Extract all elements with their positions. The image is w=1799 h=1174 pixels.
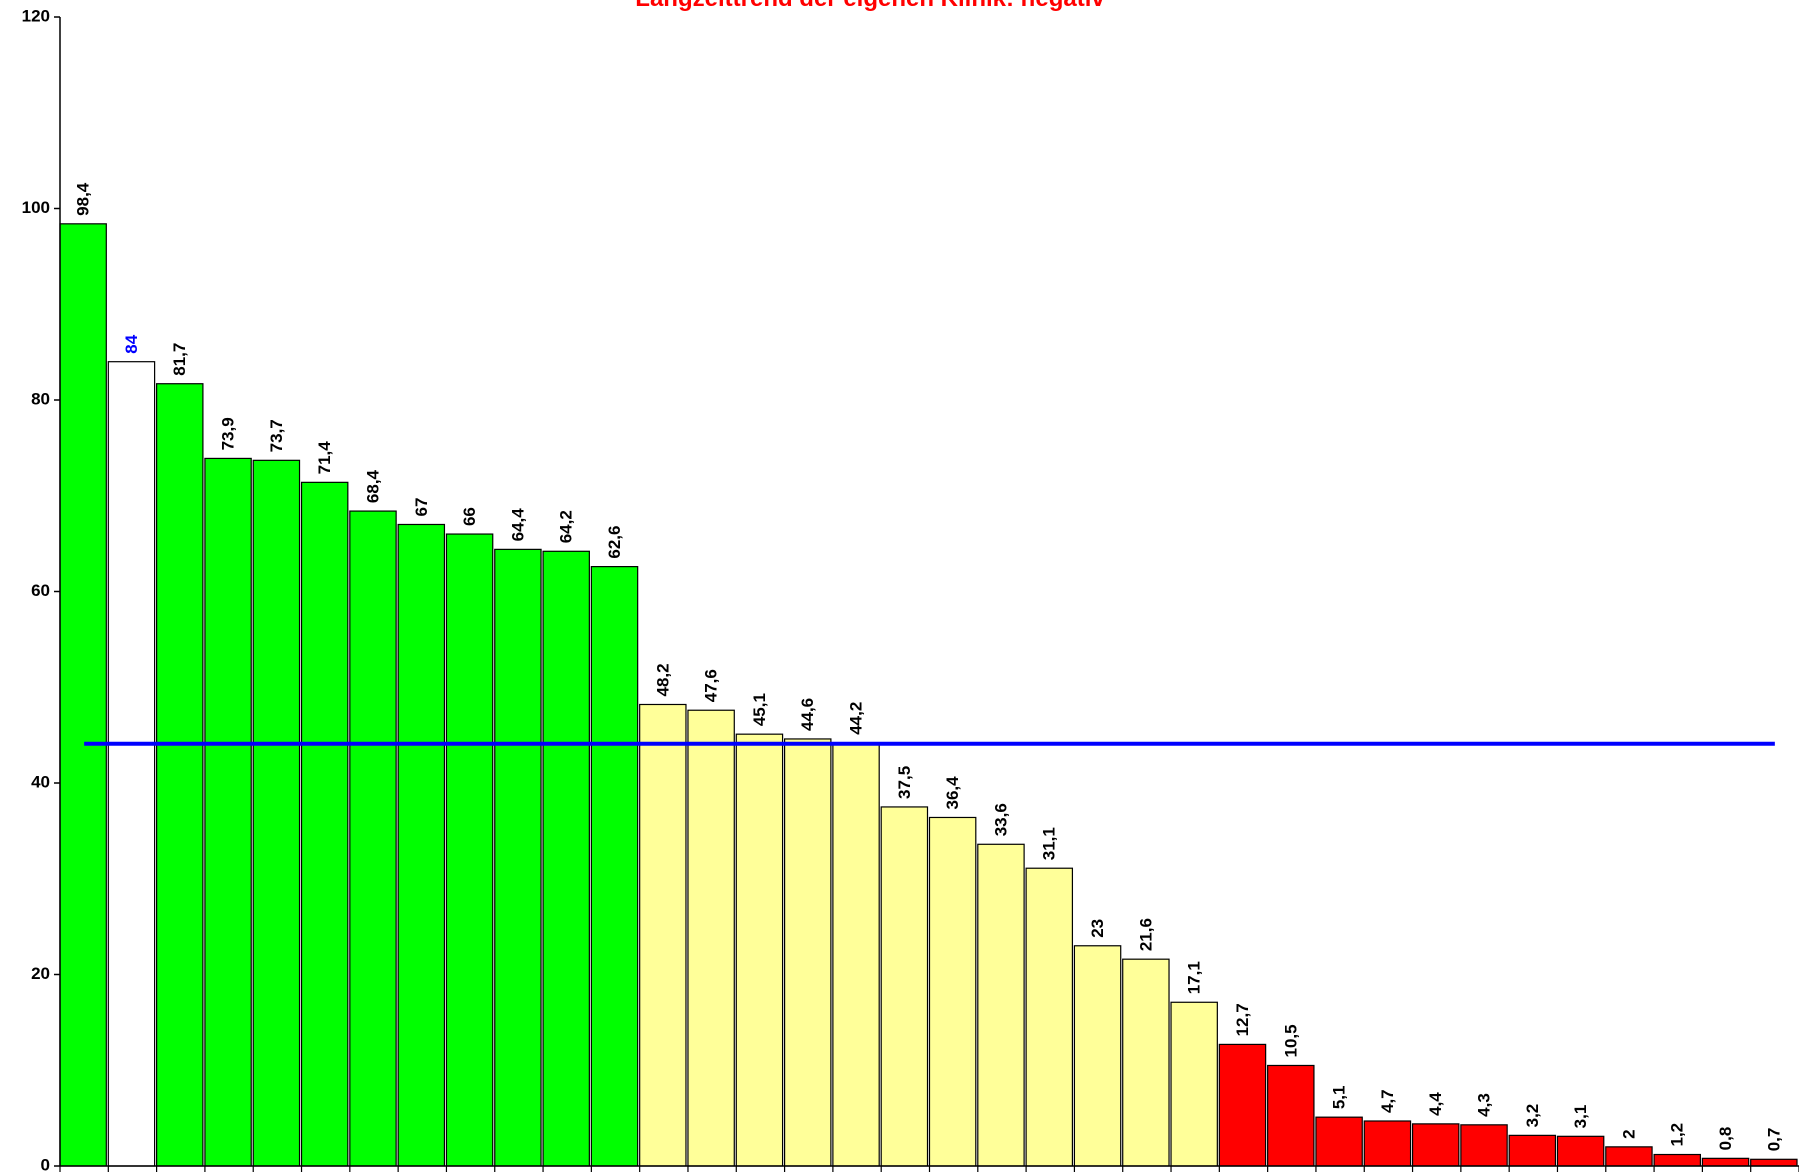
bar bbox=[204, 457, 252, 1167]
value-label: 73,9 bbox=[219, 417, 238, 450]
bar bbox=[252, 459, 301, 1167]
value-label: 0,7 bbox=[1764, 1128, 1783, 1152]
value-label: 73,7 bbox=[267, 419, 286, 452]
bar bbox=[1411, 1123, 1460, 1167]
value-label: 84 bbox=[122, 334, 141, 353]
y-tick-label: 40 bbox=[31, 772, 50, 791]
y-tick-label: 100 bbox=[22, 198, 50, 217]
value-label: 4,7 bbox=[1378, 1089, 1397, 1113]
bar bbox=[1315, 1116, 1363, 1167]
bar bbox=[494, 548, 542, 1167]
value-label: 68,4 bbox=[363, 469, 382, 503]
bar bbox=[1122, 958, 1170, 1167]
bar bbox=[1170, 1001, 1218, 1167]
bar bbox=[590, 566, 639, 1167]
value-label: 17,1 bbox=[1185, 961, 1204, 994]
bar bbox=[1701, 1157, 1750, 1167]
bar bbox=[1556, 1135, 1605, 1167]
value-label: 66 bbox=[460, 507, 479, 526]
value-label: 33,6 bbox=[991, 803, 1010, 836]
value-label: 12,7 bbox=[1233, 1003, 1252, 1036]
bar bbox=[107, 361, 156, 1167]
y-tick-label: 120 bbox=[22, 6, 50, 25]
y-tick-label: 80 bbox=[31, 389, 50, 408]
bar bbox=[735, 733, 784, 1167]
bar bbox=[1025, 867, 1074, 1167]
value-label: 81,7 bbox=[170, 343, 189, 376]
bar bbox=[1653, 1153, 1701, 1167]
bar bbox=[349, 510, 397, 1167]
value-label: 47,6 bbox=[702, 669, 721, 702]
value-label: 44,6 bbox=[798, 698, 817, 731]
chart-title: Langzeittrend der eigenen Klinik: negati… bbox=[635, 0, 1105, 12]
bar bbox=[1605, 1146, 1653, 1167]
bar bbox=[639, 703, 687, 1167]
value-label: 23 bbox=[1088, 919, 1107, 938]
value-label: 5,1 bbox=[1330, 1086, 1349, 1110]
bar bbox=[300, 481, 349, 1167]
value-label: 21,6 bbox=[1136, 918, 1155, 951]
y-tick-label: 60 bbox=[31, 581, 50, 600]
y-tick-label: 0 bbox=[41, 1155, 50, 1174]
bar bbox=[1460, 1124, 1508, 1167]
value-label: 64,2 bbox=[557, 510, 576, 543]
bar bbox=[156, 383, 204, 1167]
bar bbox=[445, 533, 494, 1167]
bar bbox=[1750, 1158, 1798, 1167]
value-label: 67 bbox=[412, 498, 431, 517]
value-label: 36,4 bbox=[943, 776, 962, 810]
bar bbox=[1267, 1064, 1315, 1167]
bar bbox=[977, 843, 1025, 1167]
value-label: 1,2 bbox=[1668, 1123, 1687, 1147]
value-label: 37,5 bbox=[895, 766, 914, 799]
bar bbox=[397, 523, 446, 1167]
value-label: 48,2 bbox=[653, 663, 672, 696]
bar bbox=[687, 709, 735, 1167]
value-label: 44,2 bbox=[847, 702, 866, 735]
bar bbox=[1508, 1134, 1557, 1167]
value-label: 3,2 bbox=[1523, 1104, 1542, 1128]
bar bbox=[1363, 1120, 1412, 1167]
bar bbox=[1218, 1043, 1267, 1167]
value-label: 45,1 bbox=[750, 693, 769, 726]
bar bbox=[59, 223, 107, 1167]
value-label: 98,4 bbox=[74, 182, 93, 216]
bar bbox=[542, 550, 590, 1167]
value-label: 4,3 bbox=[1474, 1093, 1493, 1117]
value-label: 62,6 bbox=[605, 526, 624, 559]
bar bbox=[880, 806, 929, 1167]
value-label: 0,8 bbox=[1716, 1127, 1735, 1151]
bar bbox=[832, 742, 880, 1167]
value-label: 4,4 bbox=[1426, 1092, 1445, 1116]
value-label: 31,1 bbox=[1040, 827, 1059, 860]
y-tick-label: 20 bbox=[31, 964, 50, 983]
value-label: 71,4 bbox=[315, 441, 334, 475]
bar bbox=[1073, 945, 1122, 1167]
bar bbox=[783, 738, 832, 1167]
value-label: 64,4 bbox=[508, 508, 527, 542]
bar bbox=[928, 816, 977, 1167]
value-label: 3,1 bbox=[1571, 1105, 1590, 1129]
value-label: 10,5 bbox=[1281, 1024, 1300, 1057]
value-label: 2 bbox=[1619, 1129, 1638, 1138]
